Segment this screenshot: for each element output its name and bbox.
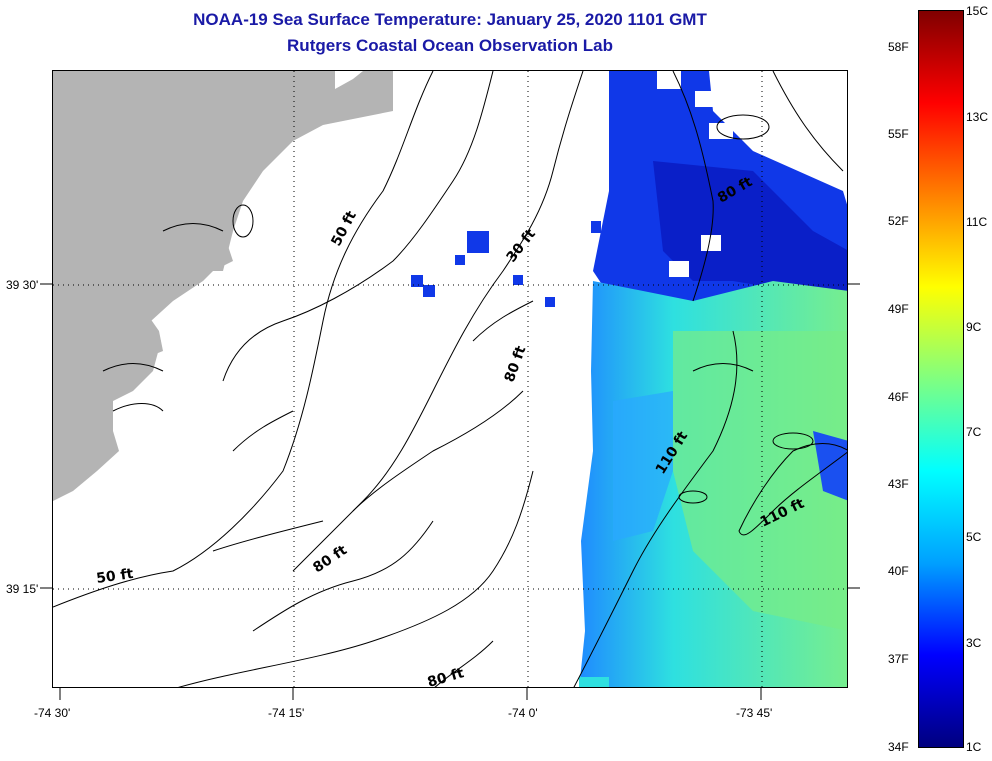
- colorbar-f-label: 40F: [888, 564, 909, 578]
- sst-field: [411, 71, 847, 687]
- colorbar-f-label: 52F: [888, 214, 909, 228]
- lon-label: -74 0': [508, 706, 538, 720]
- sst-map-canvas: 50 ft 30 ft 80 ft 80 ft 110 ft 110 ft 50…: [53, 71, 847, 687]
- colorbar-f-label: 46F: [888, 390, 909, 404]
- lat-label: 39 15': [6, 582, 39, 596]
- colorbar-f-label: 58F: [888, 40, 909, 54]
- lon-label: -74 30': [34, 706, 71, 720]
- colorbar-c-label: 11C: [966, 215, 988, 229]
- map-title: NOAA-19 Sea Surface Temperature: January…: [193, 10, 707, 29]
- colorbar-c-label: 5C: [966, 530, 982, 544]
- colorbar: [918, 10, 964, 748]
- colorbar-c-label: 1C: [966, 740, 982, 754]
- colorbar-c-label: 9C: [966, 320, 982, 334]
- lat-label: 39 30': [6, 278, 39, 292]
- colorbar-c-label: 7C: [966, 425, 982, 439]
- colorbar-f-label: 43F: [888, 477, 909, 491]
- colorbar-f-label: 37F: [888, 652, 909, 666]
- colorbar-f-label: 49F: [888, 302, 909, 316]
- colorbar-c-label: 3C: [966, 636, 982, 650]
- land-mass: [53, 71, 393, 501]
- colorbar-c-label: 13C: [966, 110, 989, 124]
- lon-label: -74 15': [268, 706, 305, 720]
- colorbar-f-label: 55F: [888, 127, 909, 141]
- lon-label: -73 45': [736, 706, 773, 720]
- map-subtitle: Rutgers Coastal Ocean Observation Lab: [287, 36, 613, 55]
- colorbar-f-label: 34F: [888, 740, 909, 754]
- graticule: [53, 71, 847, 687]
- depth-contours: [53, 71, 847, 687]
- colorbar-c-label: 15C: [966, 4, 989, 18]
- sst-map: 50 ft 30 ft 80 ft 80 ft 110 ft 110 ft 50…: [52, 70, 848, 688]
- contour-label: 50 ft: [95, 566, 134, 587]
